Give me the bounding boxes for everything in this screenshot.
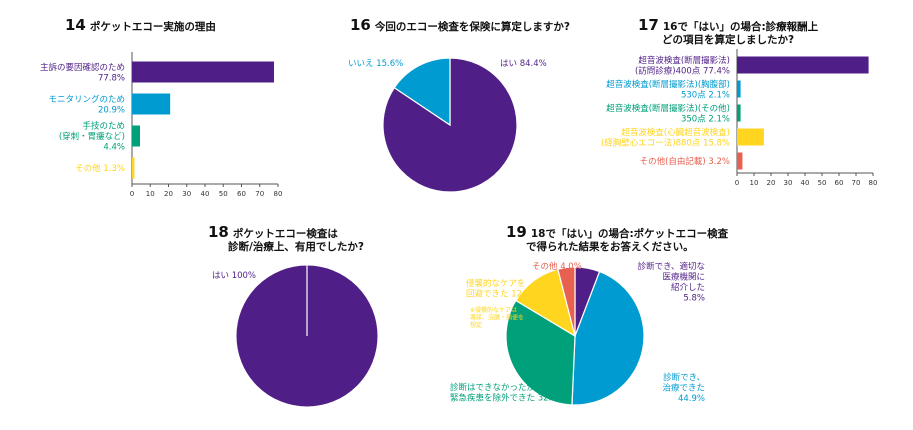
q18-panel: 18 ポケットエコー検査は 診断/治療上、有用でしたか? はい 100% (180, 215, 440, 430)
q17-title-line1: 16で「はい」の場合:診療報酬上 (662, 21, 819, 33)
q19-footnote: 想定 (470, 321, 482, 329)
bar-label-4: (経胸壁心エコー法)880点 15.8% (601, 137, 730, 148)
q16-title: 16 今回のエコー検査を保険に算定しますか? (350, 18, 570, 34)
bar-label-1: 主訴の要因確認のため (40, 62, 125, 73)
q19-title-line1: 18で「はい」の場合:ポケットエコー検査 (530, 228, 729, 240)
q17-bar-chart: 0 10 20 30 40 50 60 70 80 超音波検査(断層撮影法)(訪問診療)400点 … (601, 49, 878, 187)
pie-label-1: はい 84.4% (500, 59, 547, 69)
pie-label-1: 診断でき、適切な (638, 261, 705, 272)
bar-4 (132, 157, 135, 179)
pie-label-3: 診断はできなかったが (450, 382, 536, 393)
bar-label-1: 超音波検査(断層撮影法) (638, 55, 730, 66)
bar-3 (132, 125, 141, 147)
bar-label-3: (穿刺・胃瘻など) (59, 131, 125, 142)
pie-slice-5 (557, 266, 576, 337)
x-tick-label: 70 (852, 179, 861, 187)
bar-5 (737, 152, 743, 170)
bar-label-5: その他(自由記載) 3.2% (640, 156, 730, 167)
bar-label-3: 350点 2.1% (681, 114, 730, 124)
x-tick-label: 70 (255, 190, 264, 198)
x-tick-label: 0 (735, 179, 739, 187)
pie-label-1: 医療機関に (662, 272, 705, 283)
x-tick-label: 40 (201, 190, 210, 198)
q19-panel: 19 18で「はい」の場合:ポケットエコー検査 で得られた結果をお答えください。 … (440, 215, 740, 430)
q19-title-line2: で得られた結果をお答えください。 (526, 241, 694, 253)
x-tick-label: 60 (835, 179, 844, 187)
q17-panel: 17 16で「はい」の場合:診療報酬上 どの項目を算定しましたか? 0 10 20 30… (590, 0, 913, 200)
x-tick-label: 50 (818, 179, 827, 187)
q16-title-text: 今回のエコー検査を保険に算定しますか? (374, 21, 570, 33)
x-tick-label: 60 (237, 190, 246, 198)
bar-label-1: 77.8% (98, 73, 125, 83)
bar-1 (737, 56, 869, 74)
q16-panel: 16 今回のエコー検査を保険に算定しますか? はい 84.4% いいえ 15.6% (330, 0, 590, 200)
bar-3 (737, 104, 741, 122)
bar-label-4: 超音波検査(心臓超音波検査) (621, 127, 730, 138)
pie-slice-1 (382, 57, 518, 193)
bar-2 (132, 93, 171, 115)
x-tick-label: 10 (750, 179, 759, 187)
q18-title-line1: ポケットエコー検査は (232, 228, 338, 240)
q18-title-line2: 診断/治療上、有用でしたか? (228, 241, 364, 253)
bar-1 (132, 61, 274, 83)
q19-footnote: ※侵襲的なケアは (470, 306, 517, 314)
x-tick-label: 80 (869, 179, 878, 187)
q18-title: 18 ポケットエコー検査は (208, 225, 338, 241)
x-tick-label: 50 (219, 190, 228, 198)
bar-label-2: モニタリングのため (48, 94, 125, 105)
bar-2 (737, 80, 741, 98)
pie-label-2: いいえ 15.6% (348, 59, 403, 69)
x-tick-label: 20 (164, 190, 173, 198)
pie-label-1: 5.8% (683, 294, 705, 304)
q16-number: 16 (350, 16, 371, 34)
q18-number: 18 (208, 223, 229, 241)
bar-label-3: 4.4% (103, 143, 125, 153)
x-tick-label: 30 (182, 190, 191, 198)
bar-label-3: 超音波検査(断層撮影法)(その他) (606, 103, 730, 114)
pie-label-2: 44.9% (678, 394, 705, 404)
pie-label-1: 紹介した (671, 282, 705, 293)
q14-title: 14 ポケットエコー実施の理由 (65, 18, 216, 34)
bar-label-2: 超音波検査(断層撮影法)(胸腹部) (606, 79, 730, 90)
pie-label-5: その他 4.0% (532, 261, 582, 272)
pie-label-1: はい 100% (212, 271, 256, 281)
bar-label-2: 20.9% (98, 105, 125, 115)
q17-title: 17 16で「はい」の場合:診療報酬上 (638, 18, 818, 34)
q14-number: 14 (65, 16, 86, 34)
q19-number: 19 (506, 223, 527, 241)
pie-slice-2 (571, 270, 645, 406)
pie-label-2: 治療できた (662, 383, 705, 394)
q14-title-text: ポケットエコー実施の理由 (89, 21, 216, 33)
bar-label-4: その他 1.3% (75, 163, 125, 174)
q17-title-line2: どの項目を算定しましたか? (662, 34, 795, 46)
x-tick-label: 10 (146, 190, 155, 198)
pie-label-3: 緊急疾患を除外できた 32.9% (450, 393, 565, 404)
q19-footnote: 導尿、浣腸・摘便を (470, 314, 524, 322)
x-tick-label: 30 (784, 179, 793, 187)
pie-slice-3 (505, 299, 576, 406)
pie-label-4: 回避できた 12.4% (466, 289, 538, 300)
pie-label-4: 侵襲的なケアを (466, 278, 526, 289)
bar-label-1: (訪問診療)400点 77.4% (635, 65, 730, 76)
pie-slice-2 (393, 57, 451, 127)
q17-number: 17 (638, 16, 659, 34)
x-tick-label: 0 (130, 190, 134, 198)
pie-label-2: 診断でき、 (663, 372, 705, 383)
bar-label-2: 530点 2.1% (681, 90, 730, 100)
q16-pie-chart: はい 84.4% いいえ 15.6% (348, 57, 547, 193)
q18-pie-chart: はい 100% (212, 264, 379, 408)
bar-4 (737, 128, 764, 146)
q19-title: 19 18で「はい」の場合:ポケットエコー検査 (506, 225, 728, 241)
x-tick-label: 20 (767, 179, 776, 187)
bar-label-3: 手技のため (82, 121, 125, 132)
x-tick-label: 80 (274, 190, 283, 198)
q14-panel: 14 ポケットエコー実施の理由 0 10 20 30 40 50 60 70 80 主訴の要因確認の… (0, 0, 300, 200)
x-tick-label: 40 (801, 179, 810, 187)
